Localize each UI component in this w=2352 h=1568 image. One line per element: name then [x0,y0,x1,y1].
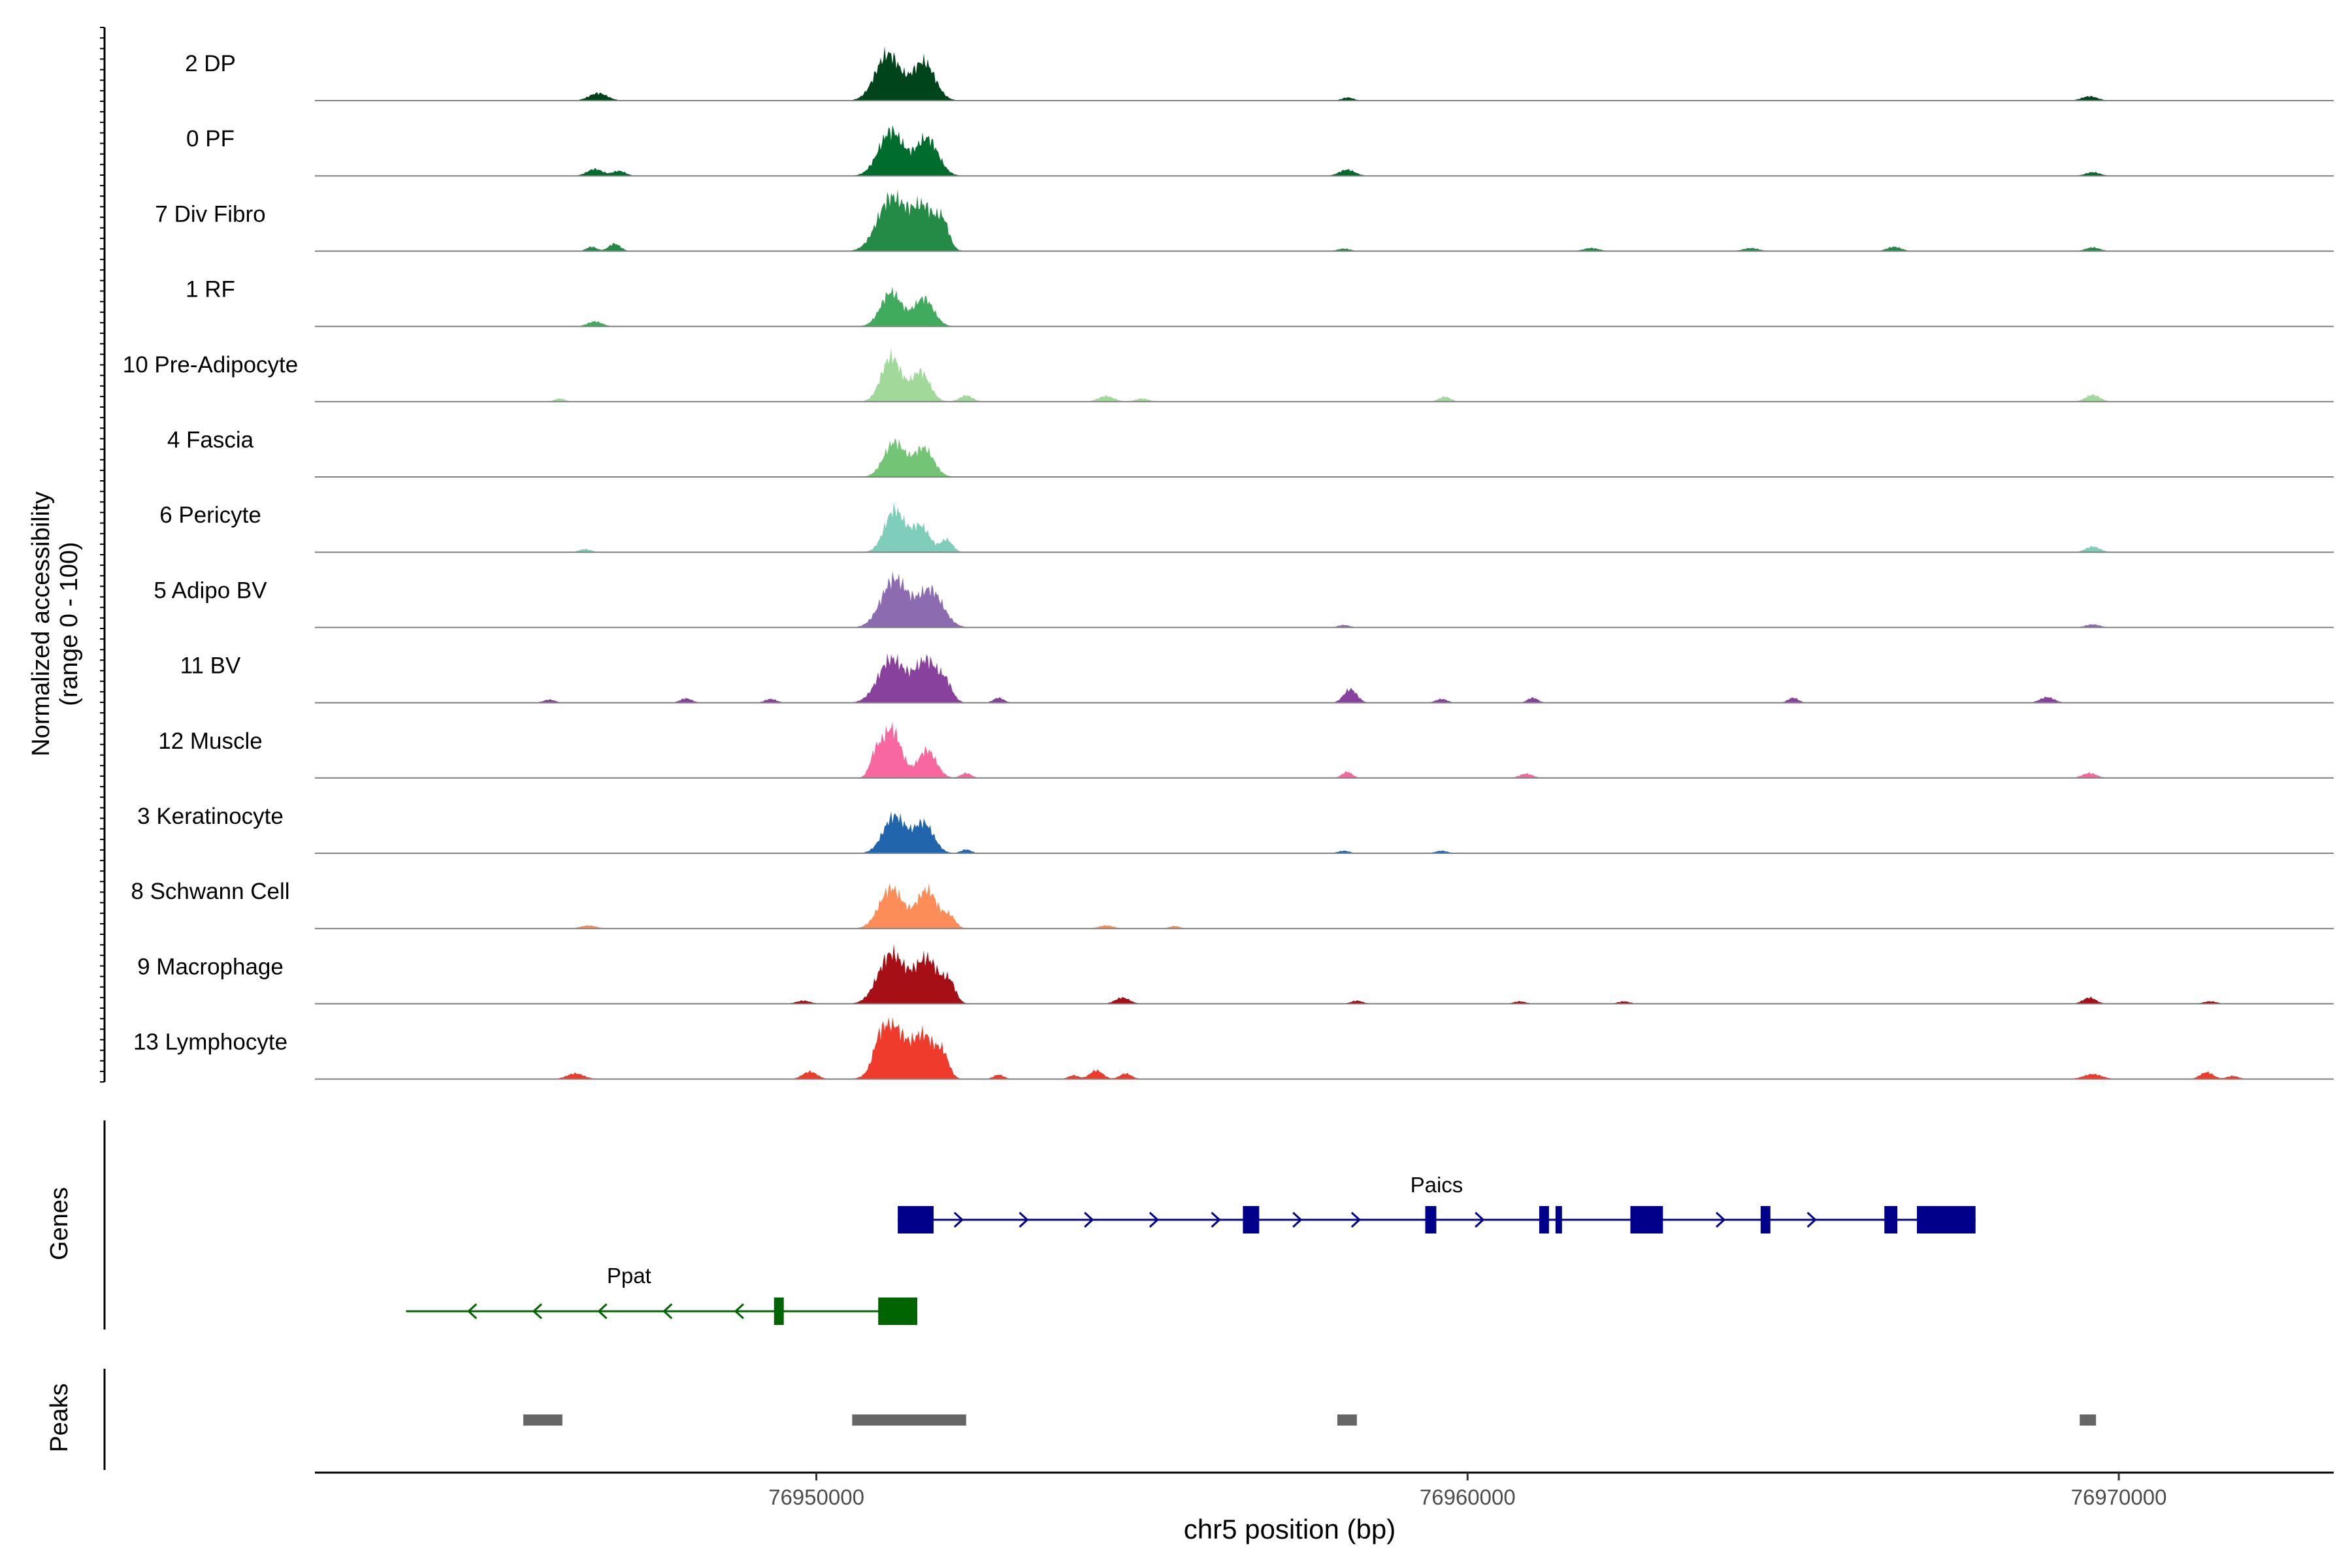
peak-region [852,1414,966,1426]
strand-arrow [1292,1211,1303,1228]
genes-panel-label: Genes [46,1187,73,1260]
exon [1555,1206,1562,1233]
track-label: 13 Lymphocyte [133,1030,287,1055]
gene-label: Ppat [607,1264,651,1288]
gene-paics: Paics [898,1173,1976,1233]
exon [1760,1206,1771,1233]
track-2: 0 PF [186,125,2334,177]
exon [1539,1206,1549,1233]
track-label: 8 Schwann Cell [131,879,289,904]
exon [1243,1206,1260,1233]
track-9: 11 BV [180,653,2334,704]
x-axis-title: chr5 position (bp) [1184,1514,1396,1544]
exon [1630,1206,1663,1233]
coverage-area [315,1017,2334,1079]
coverage-area [315,189,2334,252]
exon [1425,1206,1437,1233]
y-axis-title-line2: (range 0 - 100) [56,542,83,706]
coverage-area [315,721,2334,778]
track-label: 2 DP [185,51,236,76]
track-8: 5 Adipo BV [154,571,2334,629]
x-tick-label: 76960000 [1420,1485,1516,1509]
peaks-panel [103,1369,2097,1470]
track-label: 7 Div Fibro [155,201,265,227]
track-11: 3 Keratinocyte [137,804,2334,854]
exon [878,1298,918,1325]
coverage-area [315,571,2334,628]
peak-region [2080,1414,2097,1426]
track-4: 1 RF [186,277,2334,327]
peak-region [1337,1414,1357,1426]
strand-arrow [1084,1211,1094,1228]
peaks-panel-label: Peaks [46,1383,73,1452]
strand-arrow [1716,1211,1726,1228]
coverage-area [315,348,2334,402]
coverage-area [315,882,2334,929]
track-7: 6 Pericyte [159,502,2334,553]
track-13: 9 Macrophage [137,943,2334,1005]
track-label: 5 Adipo BV [154,578,267,603]
gene-label: Paics [1411,1173,1463,1197]
strand-arrow [467,1303,478,1320]
exon [1884,1206,1898,1233]
track-10: 12 Muscle [158,721,2334,779]
coverage-area [315,438,2334,477]
track-3: 7 Div Fibro [155,189,2334,252]
x-tick-label: 76970000 [2071,1485,2167,1509]
track-label: 6 Pericyte [159,502,261,528]
strand-arrow [1475,1211,1485,1228]
x-axis: 76950000 76960000 76970000 [315,1471,2334,1509]
track-5: 10 Pre-Adipocyte [123,348,2334,402]
strand-arrow [734,1303,744,1320]
track-6: 4 Fascia [167,427,2334,478]
track-label: 1 RF [186,277,235,302]
track-12: 8 Schwann Cell [131,879,2334,930]
coverage-area [315,653,2334,703]
strand-arrow [662,1303,673,1320]
peak-region [523,1414,563,1426]
strand-arrow [1806,1211,1817,1228]
coverage-area [315,811,2334,853]
track-label: 12 Muscle [158,728,263,754]
strand-arrow [1350,1211,1362,1228]
exon [774,1298,784,1325]
strand-arrow [1149,1211,1160,1228]
y-axis [100,27,106,1083]
track-label: 0 PF [186,126,235,152]
track-1: 2 DP [185,46,2334,101]
strand-arrow [597,1303,608,1320]
y-axis-title-line1: Normalized accessibility [27,491,55,756]
track-14: 13 Lymphocyte [133,1017,2334,1080]
genes-panel: Paics Ppat [103,1120,1976,1330]
strand-arrow [953,1211,964,1228]
x-tick-label: 76950000 [768,1485,864,1509]
track-label: 4 Fascia [167,427,254,453]
coverage-area [315,46,2334,101]
exon [1917,1206,1976,1233]
track-label: 10 Pre-Adipocyte [123,352,298,378]
coverage-area [315,502,2334,553]
coverage-area [315,286,2334,327]
strand-arrow [532,1303,542,1320]
coverage-tracks: 2 DP 0 PF 7 Div Fibro 1 RF 10 Pre-Adipocyte 4… [123,46,2334,1080]
strand-arrow [1019,1211,1029,1228]
track-label: 9 Macrophage [137,954,284,979]
coverage-area [315,125,2334,176]
track-label: 3 Keratinocyte [137,804,284,829]
coverage-area [315,943,2334,1004]
track-label: 11 BV [180,653,241,679]
exon [898,1206,934,1233]
gene-ppat: Ppat [406,1264,918,1325]
strand-arrow [1211,1211,1221,1228]
